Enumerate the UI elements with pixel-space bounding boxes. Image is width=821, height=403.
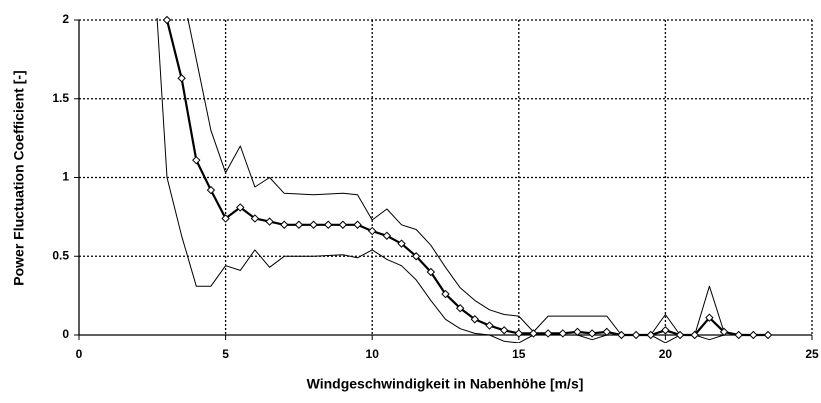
marker — [206, 185, 216, 195]
y-tick-label: 1 — [62, 170, 69, 184]
series-line — [187, 18, 739, 336]
x-tick-label: 0 — [76, 347, 83, 361]
marker — [719, 327, 729, 337]
x-tick-label: 15 — [512, 347, 526, 361]
marker — [602, 327, 611, 337]
marker — [734, 330, 743, 340]
x-tick-label: 20 — [659, 347, 673, 361]
series-line — [156, 18, 725, 343]
plot-area — [156, 18, 768, 343]
marker — [353, 220, 362, 229]
marker — [749, 330, 758, 340]
marker — [543, 329, 553, 338]
x-tick-label: 25 — [805, 347, 819, 361]
marker — [514, 329, 524, 338]
x-tick-label: 10 — [366, 347, 380, 361]
marker — [265, 217, 274, 226]
marker — [397, 239, 406, 248]
marker — [485, 321, 494, 330]
marker — [192, 155, 201, 165]
marker — [675, 330, 685, 340]
marker — [236, 203, 245, 212]
marker — [367, 226, 377, 236]
marker — [221, 214, 230, 223]
x-tick-label: 5 — [222, 347, 229, 361]
marker — [455, 304, 465, 313]
marker — [382, 231, 392, 240]
y-axis-label: Power Fluctuation Coefficient [-] — [11, 70, 27, 285]
x-axis-label: Windgeschwindigkeit in Nabenhöhe [m/s] — [307, 376, 584, 392]
marker — [587, 329, 597, 338]
marker — [573, 327, 582, 337]
marker — [763, 330, 773, 340]
y-tick-label: 2 — [62, 12, 69, 26]
marker — [250, 214, 260, 223]
marker — [617, 330, 626, 340]
marker — [162, 15, 172, 25]
marker — [631, 330, 641, 340]
marker — [309, 220, 318, 229]
marker — [177, 74, 186, 83]
marker — [661, 326, 670, 335]
marker — [558, 329, 567, 338]
y-tick-label: 1.5 — [52, 91, 69, 105]
marker — [280, 220, 289, 229]
marker — [705, 313, 714, 322]
y-tick-label: 0 — [62, 327, 69, 341]
marker — [499, 326, 509, 335]
marker — [529, 329, 538, 338]
marker — [646, 330, 655, 340]
marker — [690, 330, 699, 340]
marker — [441, 289, 450, 299]
marker — [411, 252, 421, 261]
marker — [338, 220, 348, 229]
marker — [426, 267, 436, 277]
marker — [470, 315, 480, 324]
marker — [324, 220, 333, 229]
marker — [294, 220, 304, 229]
y-tick-label: 0.5 — [52, 248, 69, 262]
